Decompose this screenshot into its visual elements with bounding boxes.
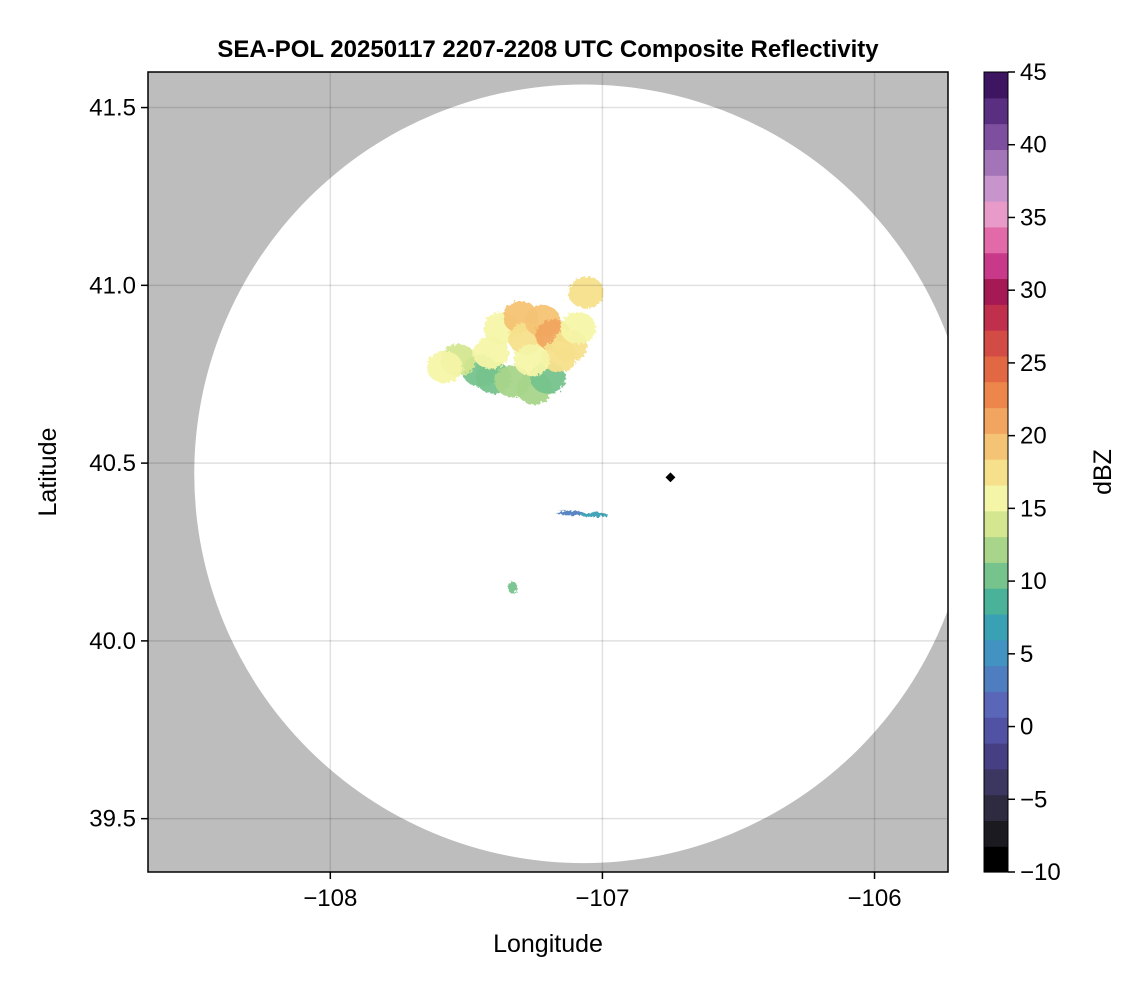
colorbar-segment	[984, 717, 1008, 744]
colorbar: −10 −5 0 5 10 15 20 25 30 35 40 45	[983, 59, 1061, 886]
colorbar-segment	[984, 562, 1008, 589]
y-tick-label: 41.0	[89, 272, 136, 299]
plot-frame	[147, 71, 949, 873]
colorbar-tick-label: 10	[1020, 568, 1047, 595]
colorbar-tick-label: 45	[1020, 59, 1047, 86]
colorbar-segment	[984, 355, 1008, 383]
y-axis-ticks: 39.5 40.0 40.5 41.0 41.5	[89, 95, 148, 833]
echo-small-echo	[556, 510, 608, 518]
colorbar-segment	[984, 820, 1008, 847]
colorbar-segment	[984, 149, 1008, 176]
plot-area	[148, 72, 948, 872]
chart-title: SEA-POL 20250117 2207-2208 UTC Composite…	[217, 36, 879, 63]
colorbar-segment	[984, 278, 1008, 305]
echo-southern-echo	[508, 581, 518, 594]
colorbar-tick-label: 0	[1020, 714, 1033, 741]
y-tick-label: 41.5	[89, 95, 136, 122]
colorbar-segment	[984, 459, 1008, 486]
radar-coverage-circle	[194, 84, 948, 863]
x-tick-label: −107	[575, 885, 629, 912]
x-axis-ticks: −108 −107 −106	[303, 872, 902, 912]
colorbar-segment	[984, 72, 1008, 99]
echo-cell	[580, 512, 608, 518]
echo-cell	[508, 581, 518, 594]
echo-layer	[426, 276, 608, 594]
colorbar-segment	[984, 665, 1008, 692]
y-axis-label: Latitude	[34, 428, 62, 517]
x-axis-label: Longitude	[493, 930, 603, 958]
echo-cell	[560, 312, 596, 344]
colorbar-segment	[984, 123, 1008, 151]
grid-lines	[148, 72, 948, 872]
colorbar-segment	[984, 226, 1008, 254]
y-tick-label: 40.0	[89, 628, 136, 655]
colorbar-tick-label: 30	[1020, 277, 1047, 304]
colorbar-segment	[984, 97, 1008, 125]
colorbar-tick-label: 5	[1020, 641, 1033, 668]
y-tick-label: 39.5	[89, 806, 136, 833]
x-tick-label: −108	[303, 885, 357, 912]
colorbar-tick-label: 15	[1020, 495, 1047, 522]
colorbar-tick-label: −10	[1020, 859, 1061, 886]
colorbar-segment	[984, 588, 1008, 615]
colorbar-segment	[984, 381, 1008, 409]
echo-cell	[513, 344, 550, 376]
colorbar-label: dBZ	[1089, 449, 1117, 495]
y-tick-label: 40.5	[89, 450, 136, 477]
colorbar-segment	[984, 252, 1008, 280]
x-tick-label: −106	[847, 885, 901, 912]
echo-cell	[556, 510, 584, 516]
colorbar-segment	[984, 484, 1008, 512]
colorbar-segment	[984, 201, 1008, 228]
colorbar-segment	[984, 794, 1008, 821]
colorbar-tick-label: 20	[1020, 423, 1047, 450]
radar-location-marker	[665, 472, 676, 483]
colorbar-tick-label: 40	[1020, 132, 1047, 159]
colorbar-tick-label: 25	[1020, 350, 1047, 377]
echo-cell	[426, 351, 463, 384]
colorbar-segment	[984, 613, 1008, 641]
echo-main-cluster	[426, 276, 604, 405]
colorbar-segment	[984, 330, 1008, 357]
colorbar-segment	[984, 407, 1008, 434]
colorbar-segment	[984, 433, 1008, 460]
colorbar-segment	[984, 691, 1008, 718]
echo-cell	[473, 336, 509, 369]
colorbar-segment	[984, 304, 1008, 331]
colorbar-segment	[984, 536, 1008, 563]
colorbar-segment	[984, 742, 1008, 770]
colorbar-segment	[984, 768, 1008, 796]
colorbar-tick-label: −5	[1020, 786, 1047, 813]
colorbar-segment	[984, 639, 1008, 667]
colorbar-segment	[984, 175, 1008, 202]
colorbar-tick-label: 35	[1020, 204, 1047, 231]
echo-cell	[568, 276, 604, 309]
colorbar-segment	[984, 846, 1008, 873]
colorbar-frame	[983, 71, 1009, 873]
colorbar-segment	[984, 510, 1008, 538]
